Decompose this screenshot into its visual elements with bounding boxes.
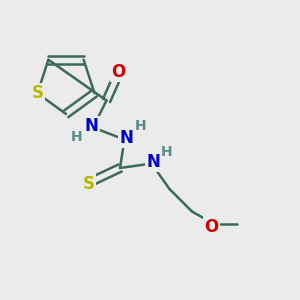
- Text: N: N: [119, 129, 133, 147]
- Text: N: N: [85, 117, 98, 135]
- Text: S: S: [32, 84, 44, 102]
- Text: S: S: [83, 175, 95, 193]
- Text: N: N: [146, 153, 160, 171]
- Text: H: H: [71, 130, 82, 143]
- Text: O: O: [204, 218, 219, 236]
- Text: O: O: [111, 63, 126, 81]
- Text: H: H: [161, 145, 172, 158]
- Text: H: H: [135, 119, 147, 133]
